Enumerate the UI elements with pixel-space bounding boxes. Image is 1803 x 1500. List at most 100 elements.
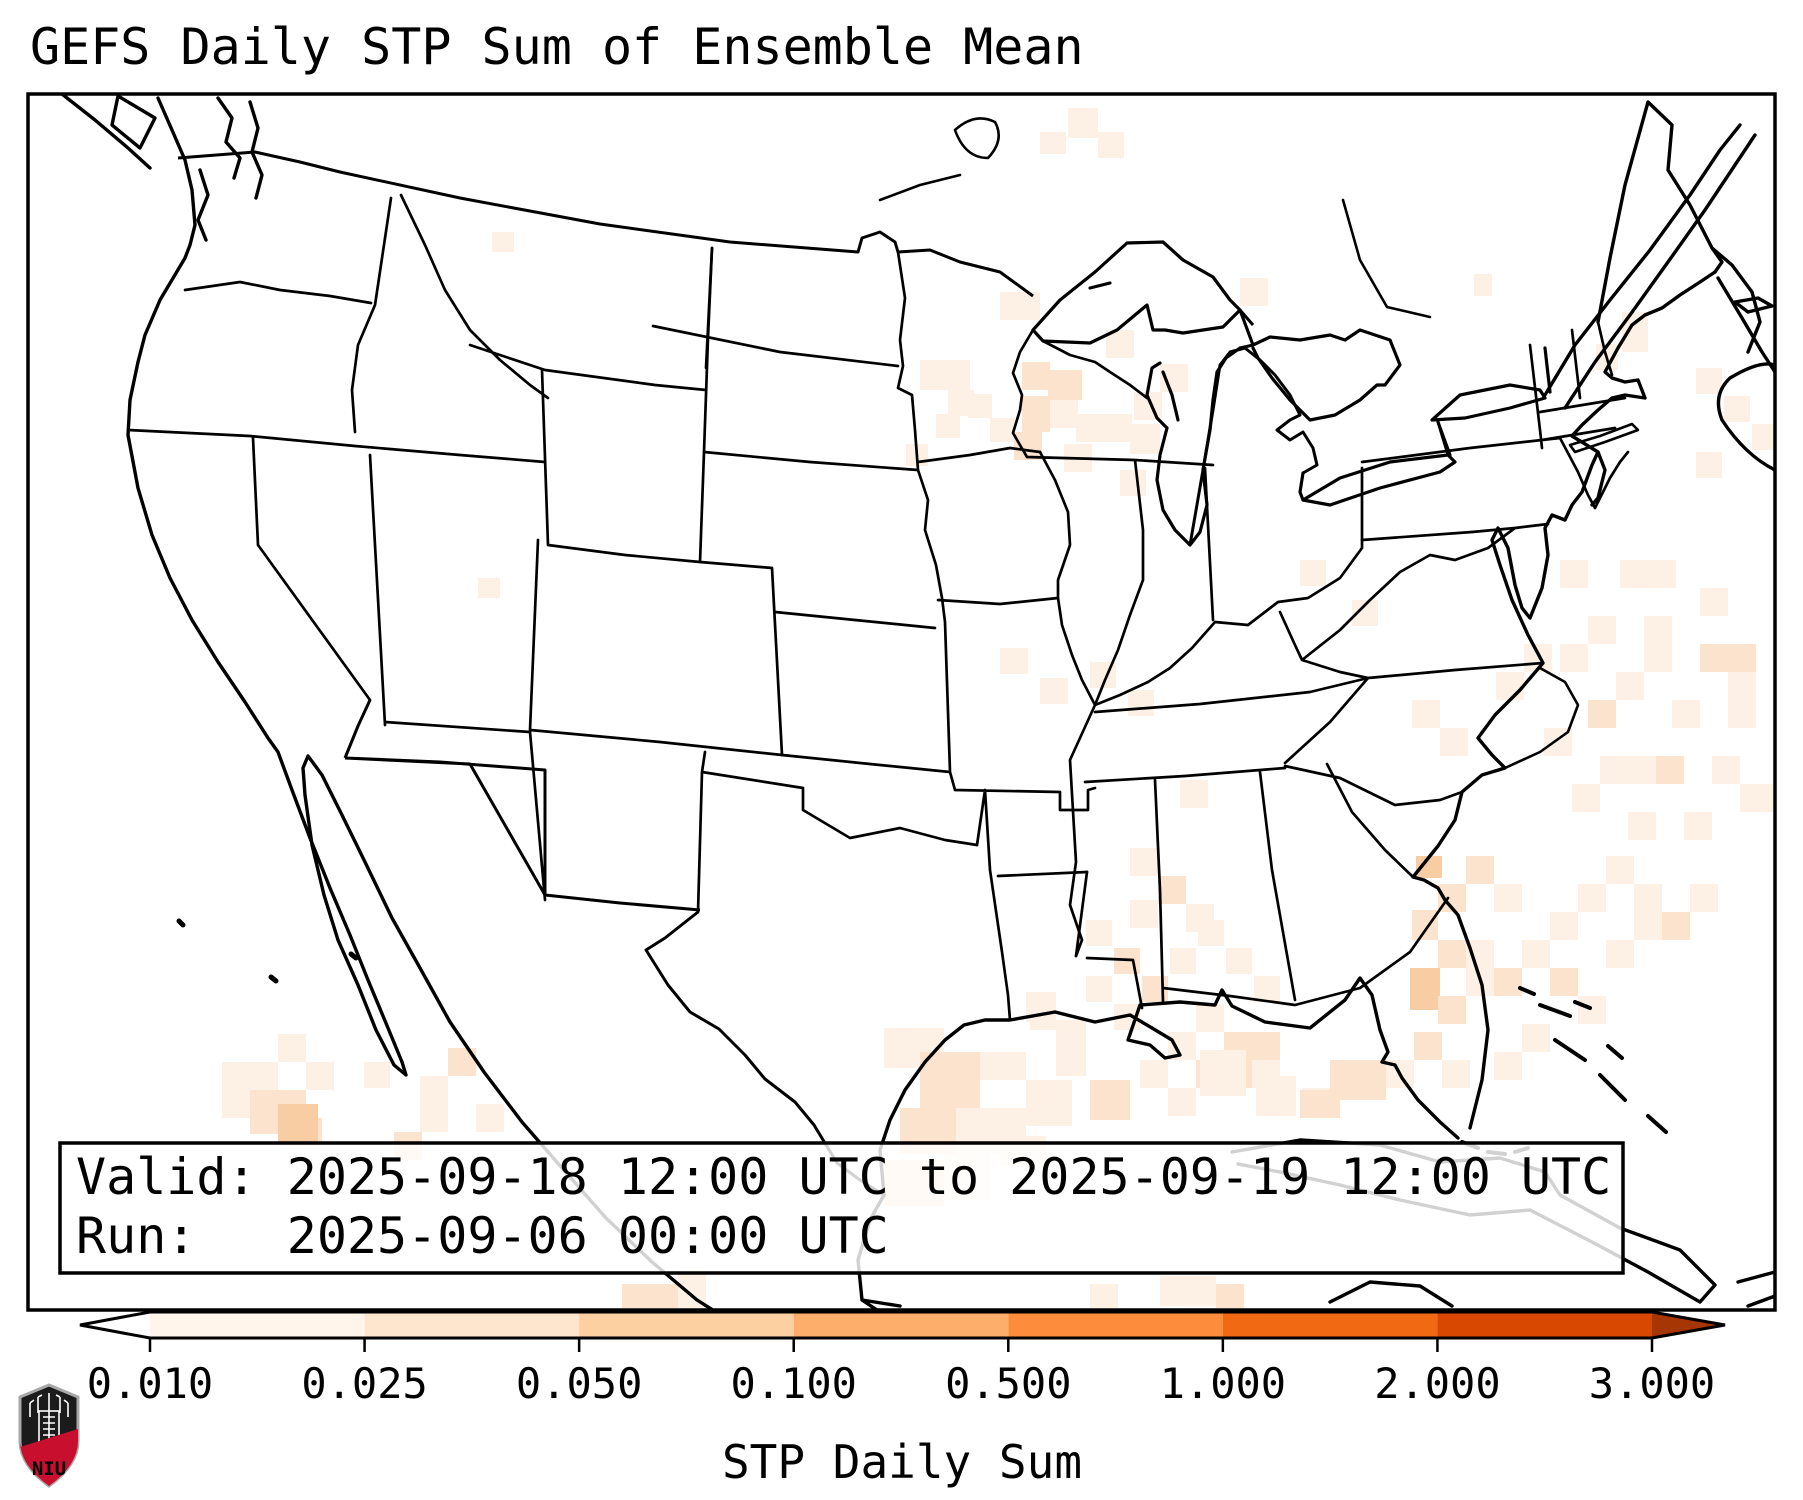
- stp-cell: [1300, 560, 1326, 586]
- stp-cell: [1048, 370, 1082, 400]
- stp-cell: [1700, 588, 1728, 616]
- colorbar-tick-label: 1.000: [1160, 1359, 1286, 1408]
- stp-cell: [1712, 756, 1740, 784]
- stp-cell: [1160, 1276, 1216, 1306]
- stp-cell: [1130, 424, 1160, 454]
- stp-cell: [1140, 1060, 1168, 1088]
- stp-cell: [990, 418, 1014, 442]
- stp-cell: [1040, 678, 1068, 704]
- stp-cell: [1170, 948, 1196, 974]
- niu-red-banner: [20, 1429, 78, 1486]
- map-frame: [26, 92, 1777, 1312]
- bahamas-path: [1518, 986, 1668, 1134]
- stp-cell: [1438, 940, 1466, 968]
- stp-cell: [1560, 560, 1588, 588]
- stp-cell: [1696, 452, 1722, 478]
- stp-cell: [1226, 948, 1252, 974]
- lake-ontario-path: [1430, 383, 1547, 422]
- stp-cell: [1068, 108, 1098, 138]
- stp-cell: [1606, 856, 1634, 884]
- colorbar-under-arrow: [80, 1312, 150, 1338]
- stp-cell: [306, 1062, 334, 1090]
- great-lakes-paths: [1031, 240, 1552, 547]
- colorbar-tick-labels: 0.010 0.025 0.050 0.100 0.500 1.000 2.000 3.000: [87, 1359, 1715, 1408]
- stp-cell: [1254, 976, 1280, 1002]
- colorbar-tick-label: 0.050: [516, 1359, 642, 1408]
- stp-cell: [1578, 884, 1606, 912]
- info-box-rect: [58, 1141, 1625, 1275]
- stp-cell: [1120, 470, 1146, 496]
- colorbar-over-arrow: [1652, 1312, 1725, 1338]
- colorbar-segment: [1222, 1312, 1438, 1338]
- stp-cell: [1000, 292, 1040, 320]
- stp-cell: [1578, 996, 1606, 1024]
- stp-cell: [1300, 1090, 1340, 1118]
- colorbar-tick-label: 3.000: [1589, 1359, 1715, 1408]
- stp-cell: [1040, 132, 1066, 154]
- canada-border-path: [177, 150, 1450, 456]
- colorbar-tick-label: 2.000: [1374, 1359, 1500, 1408]
- stp-cell: [1690, 884, 1718, 912]
- stp-cell: [1588, 616, 1616, 644]
- colorbar-segment: [793, 1312, 1009, 1338]
- figure-title: GEFS Daily STP Sum of Ensemble Mean: [30, 18, 1084, 76]
- stp-cell: [1662, 912, 1690, 940]
- niu-logo: NIU: [18, 1383, 80, 1488]
- stp-cell: [1050, 400, 1078, 428]
- stp-cell: [1440, 728, 1468, 756]
- gulf-atlantic-coast-path: [878, 270, 1717, 1197]
- southwest-border-path: [343, 699, 701, 912]
- stp-cell: [1684, 812, 1712, 840]
- stp-cell: [1014, 432, 1042, 460]
- stp-cell: [1606, 940, 1634, 968]
- colorbar-segment: [150, 1312, 365, 1338]
- lake-superior-path: [1031, 240, 1242, 345]
- outer-banks-path: [1503, 666, 1580, 770]
- stp-cell: [1588, 700, 1616, 728]
- stp-cell: [278, 1104, 318, 1144]
- stp-cell: [1086, 976, 1112, 1002]
- stp-cell: [1620, 560, 1676, 588]
- stp-cell: [920, 1052, 980, 1108]
- stp-cell: [920, 360, 970, 390]
- stp-cell: [1494, 968, 1522, 996]
- colorbar-tick-label: 0.100: [730, 1359, 856, 1408]
- stp-cell: [1130, 848, 1158, 876]
- stp-cell: [1412, 700, 1440, 728]
- long-island-path: [1568, 422, 1640, 454]
- stp-cell: [1634, 884, 1662, 940]
- stp-cell: [1240, 278, 1268, 306]
- stp-cell: [1672, 700, 1700, 728]
- stp-cell: [1098, 132, 1124, 158]
- stp-cell: [476, 1104, 504, 1132]
- stp-cell: [1600, 756, 1656, 784]
- stp-cell: [1700, 644, 1756, 672]
- stp-cell: [1442, 1060, 1470, 1088]
- stp-cell: [1724, 396, 1750, 422]
- national-border-paths: [177, 150, 1450, 1197]
- stp-cell: [1256, 1076, 1296, 1116]
- stp-cell: [1474, 274, 1492, 296]
- stp-cell: [1550, 968, 1578, 996]
- stp-cell: [1090, 1284, 1118, 1308]
- colorbar-ticks: [148, 1338, 1654, 1352]
- colorbar-segment: [1437, 1312, 1652, 1338]
- stp-cell: [1056, 1020, 1086, 1076]
- stp-cell: [1550, 912, 1578, 940]
- colorbar-label: STP Daily Sum: [722, 1435, 1082, 1489]
- stp-cell: [968, 394, 992, 418]
- stp-cell: [1180, 780, 1208, 808]
- run-time-text: Run: 2025-09-06 00:00 UTC: [76, 1207, 889, 1265]
- stp-cell: [1740, 784, 1773, 812]
- niu-logo-text: NIU: [32, 1458, 66, 1480]
- stp-cell: [1022, 396, 1050, 432]
- maine-maritimes-path: [1596, 100, 1775, 472]
- stp-cell: [1696, 368, 1722, 394]
- stp-cell: [1560, 644, 1588, 672]
- colorbar-segments: [150, 1312, 1652, 1338]
- stp-cell: [622, 1284, 678, 1308]
- lake-erie-path: [1301, 453, 1457, 507]
- map-background: [28, 94, 1775, 1310]
- stp-cell: [1196, 1004, 1224, 1032]
